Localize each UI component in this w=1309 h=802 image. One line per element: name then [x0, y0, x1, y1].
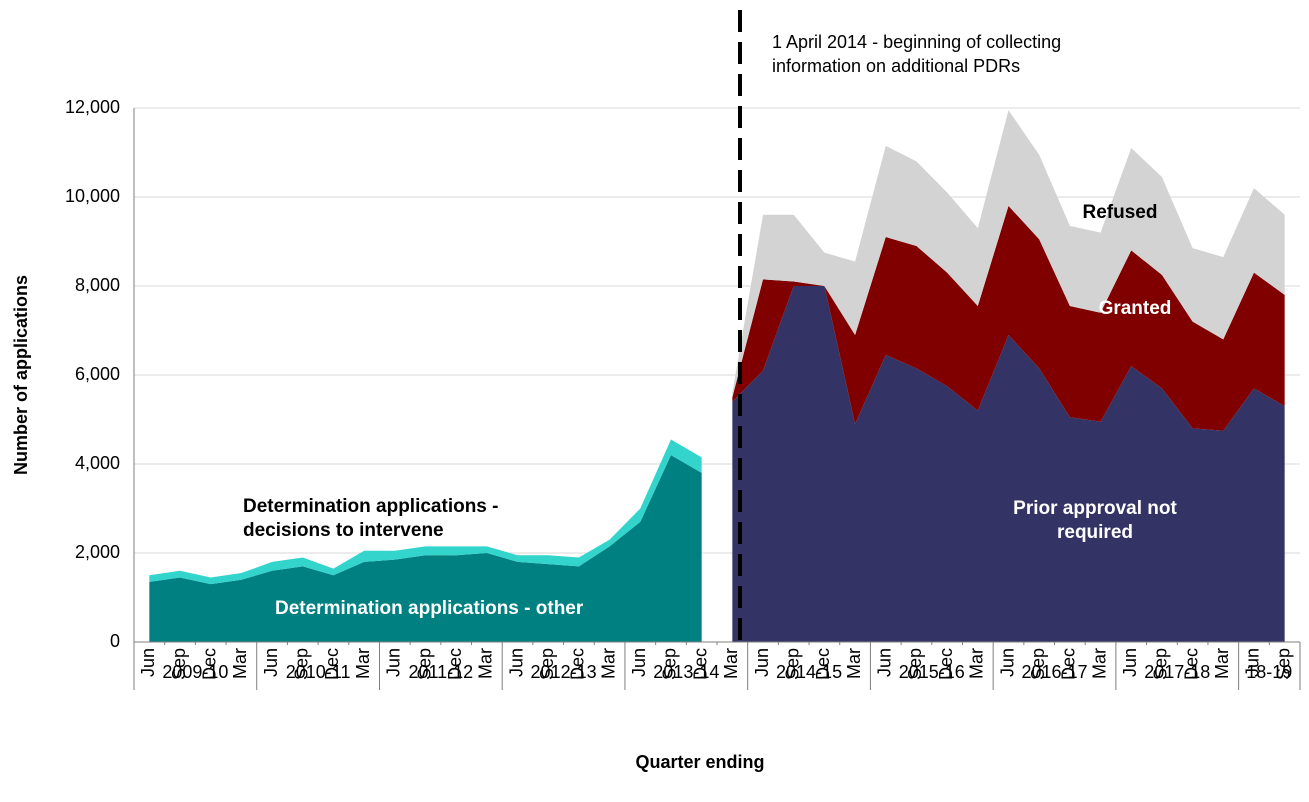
x-tick-label: Jun — [752, 648, 772, 677]
x-tick-label: Sep — [1028, 648, 1048, 680]
x-tick-label: Sep — [1273, 648, 1293, 680]
x-tick-label: Dec — [690, 648, 710, 680]
y-tick-label: 6,000 — [75, 364, 120, 384]
y-tick-label: 8,000 — [75, 275, 120, 295]
x-tick-label: Mar — [230, 648, 250, 679]
series-label: Determination applications - decisions t… — [243, 496, 499, 541]
y-tick-label: 10,000 — [65, 186, 120, 206]
x-tick-label: Jun — [997, 648, 1017, 677]
x-tick-label: Dec — [445, 648, 465, 680]
x-tick-label: Sep — [537, 648, 557, 680]
x-tick-label: Mar — [721, 648, 741, 679]
year-label: 2016-17 — [1021, 662, 1087, 682]
x-tick-label: Dec — [322, 648, 342, 680]
year-label: 2015-16 — [899, 662, 965, 682]
x-tick-label: Dec — [199, 648, 219, 680]
x-tick-label: Jun — [384, 648, 404, 677]
year-label: 2012-13 — [531, 662, 597, 682]
x-tick-label: Mar — [1089, 648, 1109, 679]
area — [732, 286, 1285, 642]
area — [732, 110, 1285, 398]
y-tick-label: 2,000 — [75, 542, 120, 562]
x-tick-label: Sep — [414, 648, 434, 680]
series-label: Refused — [1082, 202, 1158, 223]
x-tick-label: Jun — [261, 648, 281, 677]
x-tick-label: Dec — [1181, 648, 1201, 680]
y-tick-label: 4,000 — [75, 453, 120, 473]
annotation: 1 April 2014 - beginning of collecting i… — [772, 32, 1062, 76]
area — [149, 455, 702, 642]
area — [732, 205, 1285, 431]
x-tick-label: Dec — [936, 648, 956, 680]
x-tick-label: Sep — [905, 648, 925, 680]
x-tick-label: Sep — [292, 648, 312, 680]
year-label: 2017-18 — [1144, 662, 1210, 682]
x-tick-label: Jun — [875, 648, 895, 677]
year-label: 2010-11 — [286, 662, 351, 682]
x-tick-label: Mar — [967, 648, 987, 679]
year-label: 2009-10 — [162, 662, 228, 682]
x-tick-label: Sep — [782, 648, 802, 680]
x-tick-label: Sep — [169, 648, 189, 680]
y-axis-title: Number of applications — [11, 275, 31, 475]
x-tick-label: Jun — [1120, 648, 1140, 677]
series-label: Granted — [1098, 298, 1172, 319]
x-tick-label: Dec — [568, 648, 588, 680]
x-axis-title: Quarter ending — [635, 752, 764, 772]
year-label: 18-19 — [1246, 662, 1292, 682]
x-tick-label: Jun — [506, 648, 526, 677]
x-tick-label: Mar — [844, 648, 864, 679]
x-tick-label: Jun — [138, 648, 158, 677]
x-tick-label: Sep — [660, 648, 680, 680]
x-tick-label: Dec — [1059, 648, 1079, 680]
x-tick-label: Mar — [353, 648, 373, 679]
x-tick-label: Jun — [629, 648, 649, 677]
year-label: 2011-12 — [408, 662, 473, 682]
y-tick-label: 12,000 — [65, 97, 120, 117]
x-tick-label: Mar — [1212, 648, 1232, 679]
year-label: 2014-15 — [776, 662, 842, 682]
x-tick-label: Dec — [813, 648, 833, 680]
y-tick-label: 0 — [110, 631, 120, 651]
year-label: 2013-14 — [653, 662, 719, 682]
series-label: Determination applications - other — [275, 598, 584, 619]
x-tick-label: Mar — [476, 648, 496, 679]
x-tick-label: Mar — [598, 648, 618, 679]
series-label: Prior approval not required — [1013, 498, 1177, 543]
x-tick-label: Sep — [1151, 648, 1171, 680]
x-tick-label: Jun — [1243, 648, 1263, 677]
